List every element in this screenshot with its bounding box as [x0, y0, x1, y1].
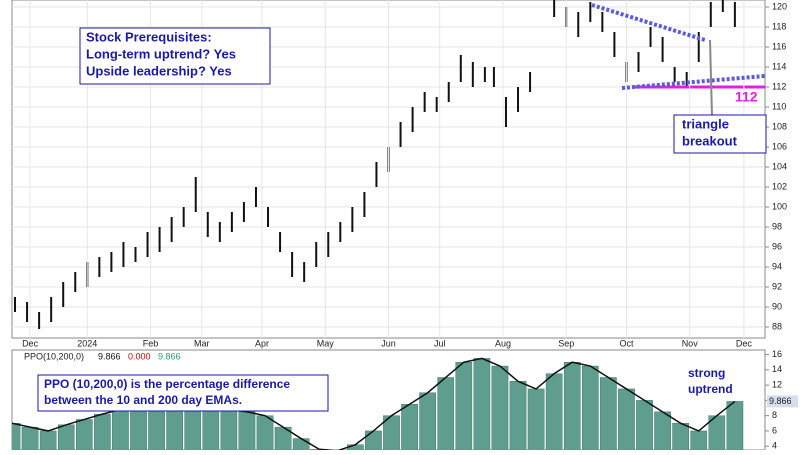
breakout-line: triangle [682, 116, 729, 131]
y-tick-label: 6 [772, 425, 777, 435]
ppo-bar [600, 377, 617, 450]
x-tick-label: Jun [381, 338, 396, 348]
y-tick-label: 14 [772, 364, 782, 374]
legend-name: PPO(10,200,0) [24, 351, 84, 361]
arrow [709, 39, 713, 117]
last-value-box [767, 395, 798, 408]
y-tick-label: 104 [772, 161, 787, 171]
ppo-bar [563, 362, 581, 450]
x-tick-label: Aug [495, 338, 511, 348]
x-tick-label: Feb [143, 338, 159, 348]
ppo-bar [672, 423, 689, 450]
y-tick-label: 88 [772, 321, 782, 331]
ppo-note-line: between the 10 and 200 day EMAs. [44, 393, 242, 407]
y-tick-label: 120 [772, 1, 787, 11]
ppo-bar [726, 401, 744, 450]
x-tick-label: Jul [434, 338, 446, 348]
x-tick-label: May [317, 338, 335, 348]
ppo-bar [419, 392, 436, 450]
y-tick-label: 106 [772, 141, 787, 151]
y-tick-label: 98 [772, 221, 782, 231]
x-tick-label: Nov [682, 338, 699, 348]
y-tick-label: 94 [772, 261, 782, 271]
ppo-note-line: PPO (10,200,0) is the percentage differe… [44, 377, 290, 391]
ppo-bar [202, 406, 220, 450]
y-tick-label: 96 [772, 241, 782, 251]
ppo-bar [220, 409, 238, 450]
y-tick-label: 114 [772, 61, 786, 71]
ppo-plot [12, 357, 744, 450]
ppo-bar [509, 381, 527, 450]
ppo-bar [654, 411, 671, 450]
y-tick-label: 110 [772, 101, 786, 111]
x-tick-label: Oct [619, 338, 634, 348]
note-line: Stock Prerequisites: [86, 29, 212, 44]
y-tick-label: 92 [772, 281, 782, 291]
ppo-bar [581, 365, 599, 450]
ppo-bar [75, 419, 93, 450]
y-tick-label: 102 [772, 181, 787, 191]
note-line: Long-term uptrend? Yes [86, 46, 236, 61]
y-tick-label: 16 [772, 349, 782, 359]
ppo-bar [21, 426, 39, 450]
notes: Stock Prerequisites: Long-term uptrend? Y… [44, 29, 738, 407]
trendline-lower [621, 74, 766, 90]
ppo-bar [455, 362, 473, 450]
ppo-bar [39, 430, 57, 450]
support-label: 112 [735, 89, 758, 105]
x-tick-label: 2024 [77, 338, 97, 348]
ppo-bar [618, 388, 635, 450]
y-tick-label: 108 [772, 121, 787, 131]
axes: 88 90 92 94 96 98 100 102 104 106 108 110 112 114 116 1… [22, 1, 798, 451]
ppo-bar [401, 403, 418, 450]
ppo-bar [527, 388, 545, 450]
breakout-line: breakout [682, 133, 738, 148]
ppo-bar [130, 406, 147, 450]
trend-line: uptrend [688, 382, 733, 396]
ppo-bar [57, 424, 75, 450]
x-tick-label: Apr [255, 338, 269, 348]
y-tick-label: 8 [772, 410, 777, 420]
ppo-bar [112, 409, 129, 450]
ppo-note-box [37, 374, 329, 412]
ppo-bar [437, 377, 455, 450]
x-tick-label: Mar [194, 338, 210, 348]
legend-value: 9.866 [98, 351, 121, 361]
price-plot [12, 0, 765, 338]
breakout-box [673, 114, 767, 154]
x-tick-label: Dec [736, 338, 753, 348]
y-tick-label: 12 [772, 379, 782, 389]
ppo-bar [636, 400, 653, 450]
ppo-bar [256, 415, 274, 450]
y-tick-label: 112 [772, 81, 786, 91]
legend-value: 0.000 [128, 351, 151, 361]
ppo-bar [473, 358, 491, 450]
ppo-bar [365, 430, 382, 450]
x-tick-label: Sep [558, 338, 574, 348]
note-box [79, 27, 271, 85]
trend-line: strong [688, 366, 725, 380]
y-tick-label: 4 [772, 441, 777, 450]
ppo-bar [690, 430, 708, 450]
y-tick-label: 118 [772, 21, 786, 31]
ppo-bar [94, 413, 111, 450]
ppo-bar [292, 438, 310, 450]
ppo-bar [545, 373, 563, 450]
y-tick-label: 100 [772, 201, 787, 211]
y-tick-label: 90 [772, 301, 782, 311]
ppo-bar [238, 411, 256, 450]
last-value-label: 9.866 [769, 396, 792, 406]
ppo-bar [12, 423, 21, 450]
x-tick-label: Dec [22, 338, 39, 348]
y-tick-label: 116 [772, 41, 786, 51]
ppo-bar [491, 365, 509, 450]
legend-value: 9.866 [158, 351, 181, 361]
note-line: Upside leadership? Yes [86, 63, 232, 78]
